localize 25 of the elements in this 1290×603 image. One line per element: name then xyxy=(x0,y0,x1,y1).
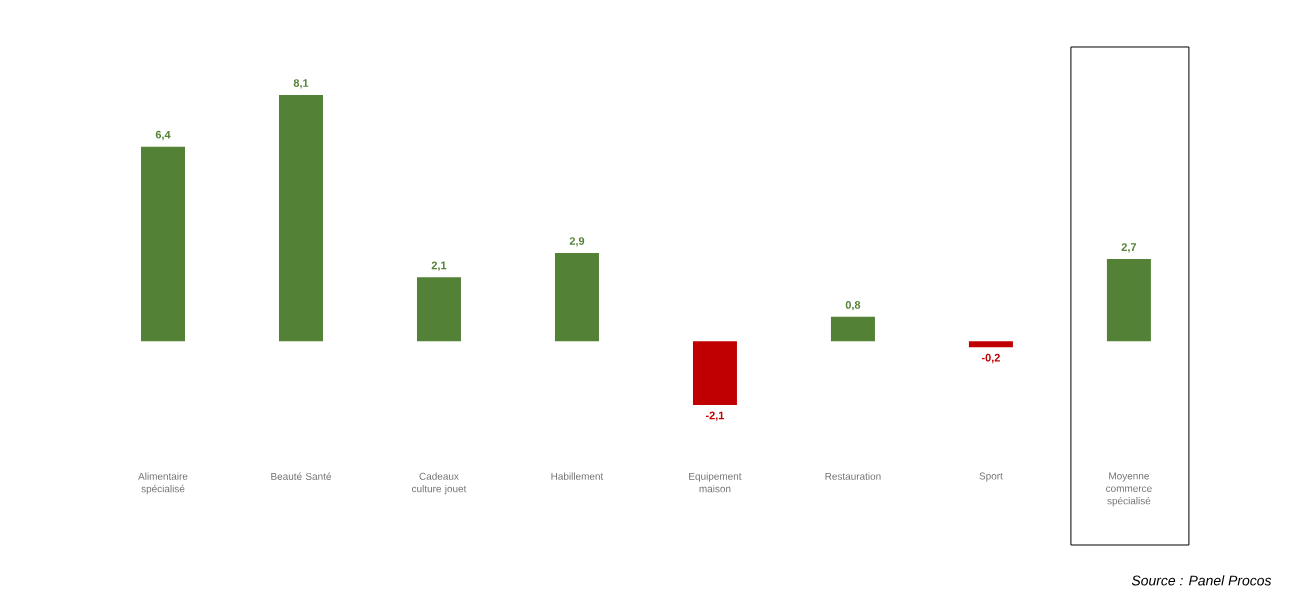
x-tick-label: Moyenne commerce spécialisé xyxy=(1106,472,1152,507)
data-label: 8,1 xyxy=(293,79,309,89)
bar xyxy=(278,95,323,342)
x-tick-label: Beauté Santé xyxy=(271,472,331,480)
x-tick-label: Equipement maison xyxy=(689,472,742,493)
bar xyxy=(968,341,1013,348)
data-label: 6,4 xyxy=(155,130,171,141)
x-tick-label: Alimentaire spécialisé xyxy=(138,472,188,495)
data-label: 2,9 xyxy=(569,237,585,247)
bar xyxy=(416,277,461,342)
data-label: 2,7 xyxy=(1121,243,1137,253)
data-label: 2,1 xyxy=(431,261,447,271)
data-label: -2,1 xyxy=(705,411,725,421)
bar xyxy=(141,146,185,342)
x-tick-label: Sport xyxy=(979,472,1003,482)
bar xyxy=(830,316,875,342)
bar xyxy=(554,253,599,342)
bar xyxy=(1106,259,1151,342)
data-label: -0,2 xyxy=(981,353,1000,364)
x-tick-label: Restauration xyxy=(825,472,881,480)
data-label: 0,8 xyxy=(845,301,861,311)
source-note: Source : Panel Procos xyxy=(1131,575,1272,586)
x-tick-label: Habillement xyxy=(551,472,604,480)
bar xyxy=(692,341,737,405)
x-tick-label: Cadeaux culture jouet xyxy=(411,472,467,495)
